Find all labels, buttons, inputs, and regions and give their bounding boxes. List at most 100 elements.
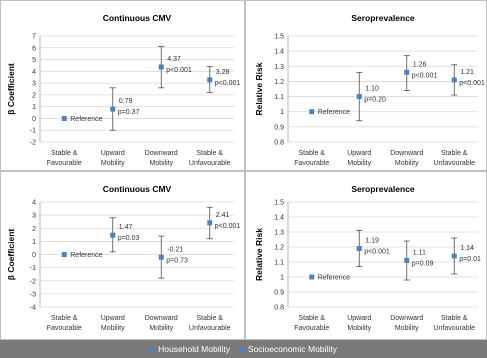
x-tick-label: Downward [145, 315, 178, 322]
legend-item-household: Household Mobility [150, 344, 230, 354]
data-label: -0.21 [167, 246, 183, 253]
y-tick-label: 4 [32, 69, 36, 76]
data-point [110, 232, 116, 238]
y-tick-label: 1.3 [274, 230, 284, 237]
data-label: 1.10 [365, 86, 379, 93]
y-tick-label: -2 [30, 140, 36, 147]
y-axis-label: Relative Risk [254, 62, 264, 115]
chart-svg: Seroprevalence Relative Risk 0.8 0.9 1 1.1 1.2… [254, 184, 481, 332]
data-point [207, 220, 213, 226]
data-label: Reference [70, 116, 102, 123]
legend-swatch-icon [240, 346, 245, 352]
data-point [404, 69, 410, 75]
data-point [404, 258, 410, 263]
x-tick-label: Upward [101, 150, 125, 157]
data-label: 1.11 [413, 250, 426, 257]
legend-swatch-icon [150, 346, 156, 352]
legend: Household Mobility Socioeconomic Mobilit… [0, 340, 487, 358]
x-tick-label: Mobility [395, 325, 419, 332]
data-label: p<0.001 [166, 67, 192, 74]
data-label: 3.28 [216, 69, 230, 76]
data-point [61, 252, 67, 257]
data-point [309, 274, 315, 280]
x-tick-label: Downward [390, 150, 423, 157]
y-tick-label: 5 [32, 57, 36, 64]
data-label: 1.14 [460, 245, 474, 252]
x-tick-label: Unfavourable [189, 325, 231, 332]
chart-svg: Continuous CMV β Coefficient -2 -1 0 1 2 3 4 5 6 7 S… [6, 13, 241, 167]
data-label: p<0.001 [215, 80, 241, 87]
y-tick-label: -2 [30, 278, 36, 285]
x-tick-label: Stable & [51, 315, 78, 322]
chart-title: Seroprevalence [351, 184, 415, 194]
data-label: 1.47 [119, 224, 133, 231]
y-tick-label: 0 [32, 116, 36, 123]
data-point [451, 77, 457, 83]
data-label: p=0.20 [364, 97, 386, 104]
data-label: p<0.001 [215, 223, 241, 230]
x-tick-label: Mobility [101, 325, 125, 332]
x-tick-label: Mobility [395, 160, 419, 167]
x-tick-label: Favourable [47, 160, 82, 167]
data-point [158, 254, 164, 260]
y-axis-label: β Coefficient [6, 229, 16, 281]
x-tick-label: Unfavourable [433, 325, 475, 332]
legend-label: Socioeconomic Mobility [248, 344, 337, 354]
y-tick-label: 0.9 [274, 124, 284, 131]
panel-socioeconomic-cmv: Continuous CMV β Coefficient -4 -3 -2 -1 0 1 2 3 4… [0, 171, 245, 340]
y-tick-label: 1.4 [274, 215, 284, 222]
data-point [207, 77, 213, 83]
panel-household-seroprevalence: Seroprevalence Relative Risk 0.8 0.9 1 1.1 1.2… [245, 0, 487, 171]
y-tick-label: 4 [32, 200, 36, 207]
data-point [309, 109, 315, 115]
x-tick-label: Downward [145, 150, 178, 157]
y-tick-label: 1.3 [274, 64, 284, 71]
y-tick-label: 3 [32, 81, 36, 88]
y-axis-label: Relative Risk [254, 228, 264, 281]
data-label: 0.79 [119, 98, 133, 105]
data-label: p=0.09 [412, 261, 434, 268]
y-tick-label: 0.9 [274, 290, 284, 297]
data-label: p<0.001 [459, 80, 485, 87]
y-tick-label: 1.1 [274, 94, 284, 101]
x-tick-label: Mobility [347, 160, 371, 167]
chart-svg: Seroprevalence Relative Risk 0.8 0.9 1 1.1 1.2… [254, 13, 485, 167]
y-tick-label: 1.4 [274, 49, 284, 56]
y-tick-label: 1.5 [274, 200, 284, 207]
data-label: 1.19 [365, 238, 379, 245]
y-tick-label: 0.8 [274, 305, 284, 312]
chart-svg: Continuous CMV β Coefficient -4 -3 -2 -1 0 1 2 3 4… [6, 184, 241, 332]
x-tick-label: Mobility [149, 160, 173, 167]
data-label: 1.21 [460, 69, 474, 76]
y-tick-label: -1 [30, 265, 36, 272]
data-point [61, 115, 67, 121]
data-point [158, 64, 164, 70]
data-point [451, 253, 457, 259]
y-tick-label: 1.1 [274, 260, 284, 267]
x-tick-label: Mobility [347, 325, 371, 332]
x-tick-label: Mobility [101, 160, 125, 167]
x-tick-label: Upward [347, 315, 371, 322]
y-tick-label: 1 [280, 109, 284, 116]
chart-title: Continuous CMV [103, 13, 172, 23]
x-tick-label: Stable & [441, 315, 468, 322]
y-tick-label: 0 [32, 252, 36, 259]
legend-item-socioeconomic: Socioeconomic Mobility [240, 344, 337, 354]
data-point [110, 106, 116, 112]
chart-title: Continuous CMV [103, 184, 172, 194]
y-tick-label: -4 [30, 305, 36, 312]
data-label: p=0.03 [118, 235, 140, 242]
data-label: p<0.001 [364, 249, 390, 256]
x-tick-label: Stable & [441, 150, 468, 157]
y-axis-label: β Coefficient [6, 63, 16, 115]
data-point [356, 246, 362, 251]
x-tick-label: Downward [390, 315, 423, 322]
panel-socioeconomic-seroprevalence: Seroprevalence Relative Risk 0.8 0.9 1 1.1 1.2… [245, 171, 487, 340]
data-label: 4.37 [167, 56, 181, 63]
y-tick-label: 7 [32, 34, 36, 41]
x-tick-label: Favourable [47, 325, 82, 332]
y-tick-label: 1.5 [274, 34, 284, 41]
x-tick-label: Favourable [294, 325, 329, 332]
legend-label: Household Mobility [158, 344, 230, 354]
